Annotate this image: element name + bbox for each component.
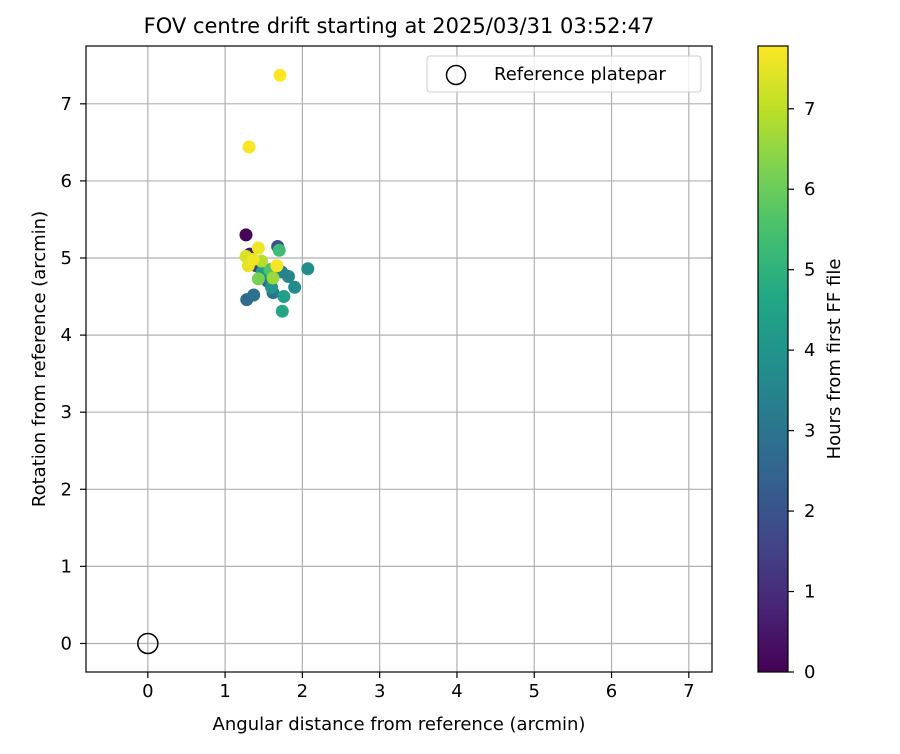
- x-tick-label: 0: [142, 681, 153, 702]
- y-tick-label: 5: [61, 248, 72, 269]
- plot-frame: [85, 45, 713, 673]
- data-point: [266, 271, 280, 285]
- x-tick-label: 6: [606, 681, 617, 702]
- colorbar-gradient: [757, 45, 789, 673]
- chart-title: FOV centre drift starting at 2025/03/31 …: [144, 14, 655, 38]
- data-point: [246, 253, 260, 267]
- y-tick-label: 4: [61, 325, 72, 346]
- colorbar-tick-label: 7: [804, 99, 815, 120]
- x-tick-label: 5: [529, 681, 540, 702]
- data-point: [270, 259, 284, 273]
- x-tick-label: 1: [219, 681, 230, 702]
- data-point: [239, 228, 253, 242]
- x-tick-label: 2: [297, 681, 308, 702]
- x-axis-ticks: 0 1 2 3 4 5 6 7: [142, 672, 695, 702]
- colorbar-tick-label: 3: [804, 421, 815, 442]
- x-tick-label: 4: [451, 681, 462, 702]
- legend-box: [426, 55, 702, 93]
- colorbar-label: Hours from first FF file: [824, 259, 845, 460]
- grid-lines: [86, 46, 712, 672]
- data-point: [247, 288, 261, 302]
- colorbar-tick-label: 2: [804, 501, 815, 522]
- data-point: [301, 262, 315, 276]
- reference-point: [137, 632, 159, 655]
- legend: Reference platepar: [426, 55, 702, 93]
- y-tick-label: 7: [61, 94, 72, 115]
- colorbar-tick-label: 1: [804, 582, 815, 603]
- colorbar-tick-label: 0: [804, 662, 815, 683]
- y-tick-label: 2: [61, 479, 72, 500]
- data-point: [281, 270, 295, 284]
- colorbar-tick-label: 5: [804, 260, 815, 281]
- colorbar-tick-label: 4: [804, 340, 815, 361]
- legend-label: Reference platepar: [494, 64, 666, 85]
- data-point: [272, 243, 286, 257]
- y-axis-label: Rotation from reference (arcmin): [29, 211, 50, 507]
- x-tick-label: 7: [683, 681, 694, 702]
- y-tick-label: 6: [61, 171, 72, 192]
- colorbar-ticks: 0 1 2 3 4 5 6 7: [788, 99, 815, 683]
- data-point: [275, 304, 289, 318]
- y-tick-label: 0: [61, 633, 72, 654]
- y-axis-ticks: 0 1 2 3 4 5 6 7: [61, 94, 86, 654]
- y-tick-label: 1: [61, 556, 72, 577]
- data-point: [273, 68, 287, 82]
- data-points: [239, 68, 315, 318]
- colorbar: 0 1 2 3 4 5 6 7 Hours from first FF file: [757, 45, 845, 683]
- data-point: [251, 272, 265, 286]
- x-axis-label: Angular distance from reference (arcmin): [213, 714, 586, 735]
- data-point: [288, 280, 302, 294]
- y-tick-label: 3: [61, 402, 72, 423]
- reference-point-layer: [137, 632, 159, 655]
- legend-marker-icon: [445, 64, 467, 86]
- data-point: [242, 140, 256, 154]
- data-point: [251, 241, 265, 255]
- x-tick-label: 3: [374, 681, 385, 702]
- data-point: [277, 290, 291, 304]
- colorbar-tick-label: 6: [804, 179, 815, 200]
